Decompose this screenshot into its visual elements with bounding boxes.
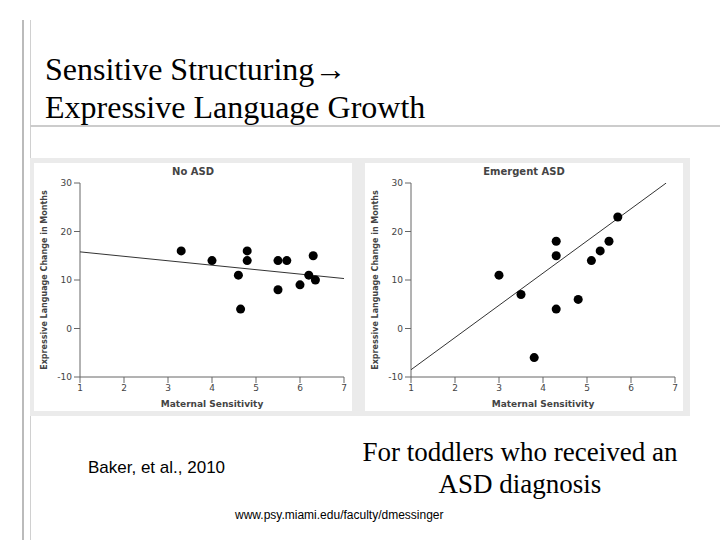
svg-text:3: 3: [496, 383, 502, 393]
svg-text:5: 5: [584, 383, 590, 393]
svg-text:6: 6: [628, 383, 634, 393]
svg-text:3: 3: [165, 383, 171, 393]
svg-text:2: 2: [452, 383, 458, 393]
svg-text:4: 4: [540, 383, 546, 393]
svg-text:30: 30: [61, 178, 73, 188]
html-text:No ASD: No ASD: [172, 166, 214, 177]
svg-text:30: 30: [392, 178, 404, 188]
svg-text:10: 10: [392, 275, 404, 285]
svg-text:Maternal Sensitivity: Maternal Sensitivity: [161, 399, 264, 409]
svg-text:5: 5: [253, 383, 259, 393]
html-text:www.psy.miami.edu/faculty/dmes: www.psy.miami.edu/faculty/dmessinger: [235, 508, 444, 522]
svg-text:20: 20: [61, 227, 73, 237]
svg-text:-10: -10: [388, 372, 403, 382]
svg-text:-10: -10: [57, 372, 72, 382]
html-text:Baker, et al., 2010: Baker, et al., 2010: [88, 458, 225, 477]
svg-text:4: 4: [209, 383, 215, 393]
svg-text:6: 6: [297, 383, 303, 393]
svg-text:0: 0: [66, 324, 72, 334]
svg-text:10: 10: [61, 275, 73, 285]
svg-text:Maternal Sensitivity: Maternal Sensitivity: [492, 399, 595, 409]
svg-text:2: 2: [121, 383, 127, 393]
svg-text:7: 7: [341, 383, 347, 393]
svg-text:7: 7: [672, 383, 678, 393]
svg-text:1: 1: [408, 383, 414, 393]
html-text:Emergent ASD: Emergent ASD: [483, 166, 565, 177]
svg-text:0: 0: [397, 324, 403, 334]
html-text:Sensitive Structuring→: Sensitive Structuring→: [45, 51, 347, 87]
svg-text:20: 20: [392, 227, 404, 237]
html-text:Expressive Language Growth: Expressive Language Growth: [45, 89, 426, 125]
html-text:For toddlers who received an A: For toddlers who received an ASD diagnos…: [362, 437, 678, 499]
svg-text:Expressive Language Change in: Expressive Language Change in Months: [40, 190, 49, 370]
svg-text:1: 1: [77, 383, 83, 393]
svg-text:Expressive Language Change in: Expressive Language Change in Months: [371, 190, 380, 370]
